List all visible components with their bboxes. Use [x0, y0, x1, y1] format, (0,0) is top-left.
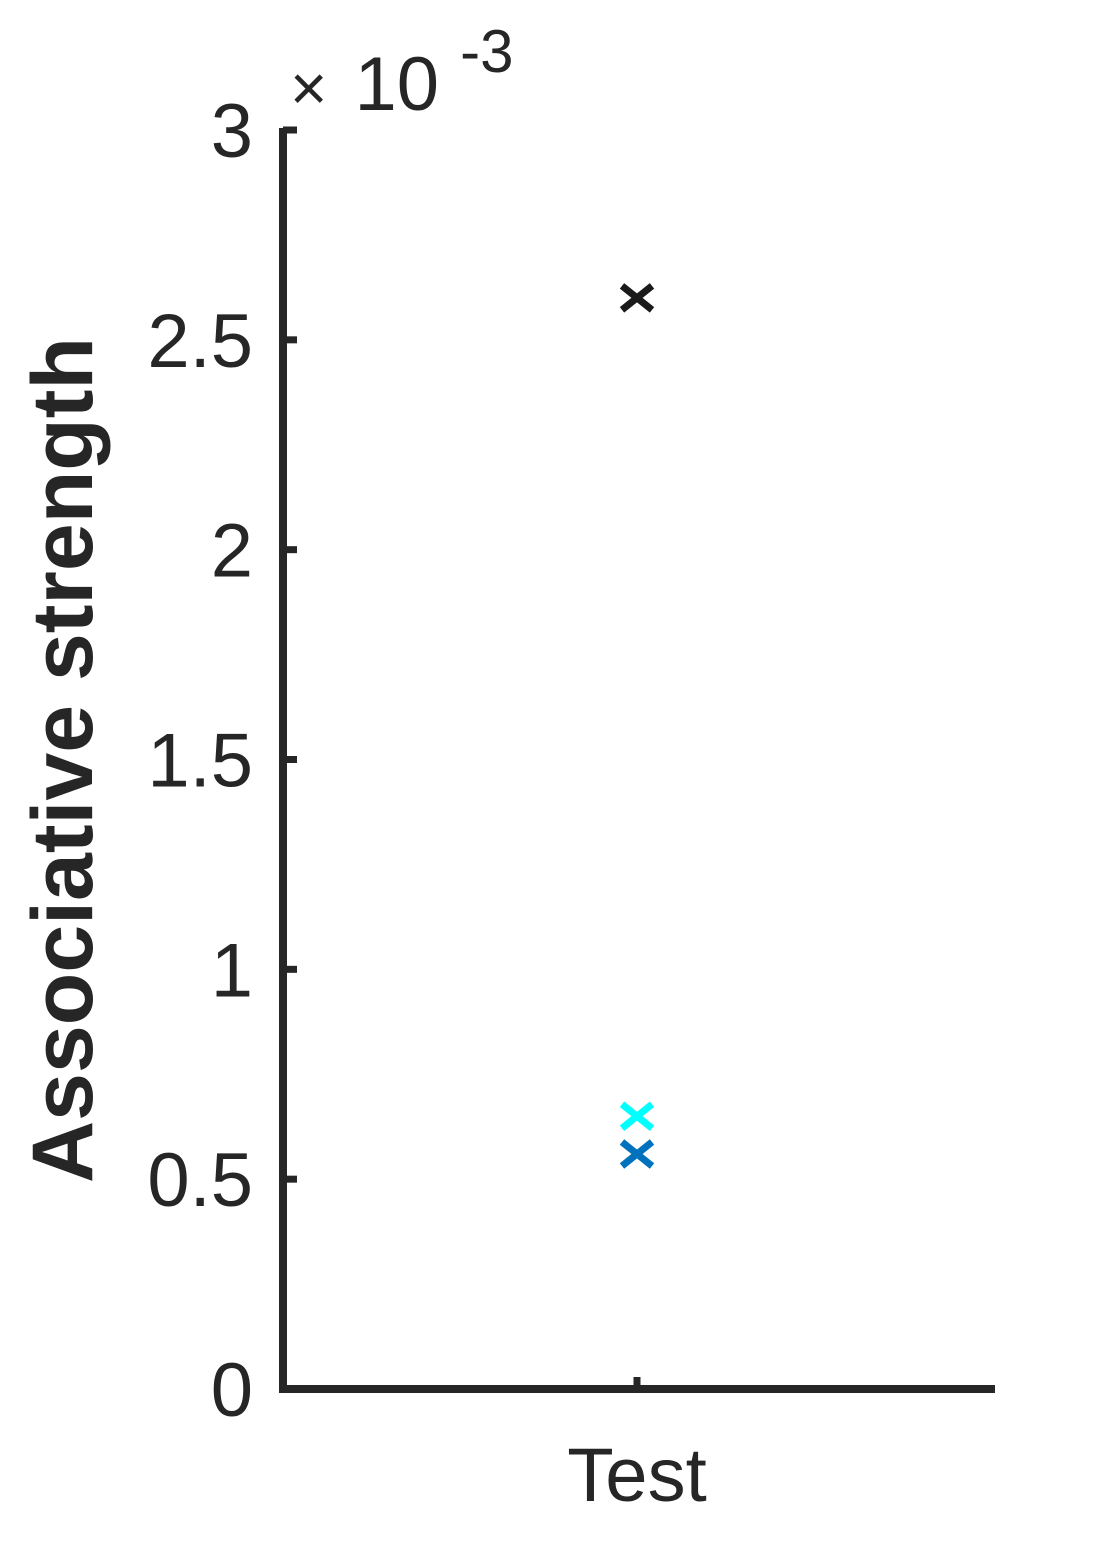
y-tick-label: 1.5	[147, 719, 253, 804]
data-point-x-marker	[619, 1101, 655, 1131]
y-tick-label: 1	[211, 928, 253, 1013]
y-axis-exponent-times: ×	[290, 52, 327, 124]
y-tick-label: 0.5	[147, 1138, 253, 1223]
y-axis-label: Associative strength	[15, 337, 111, 1183]
y-axis-exponent-power: -3	[460, 18, 513, 85]
x-axis-ticks: Test	[567, 1377, 707, 1518]
x-tick-label: Test	[567, 1433, 706, 1518]
data-point-x-marker	[619, 1139, 655, 1169]
data-points	[619, 283, 655, 1169]
y-tick-label: 2	[211, 509, 253, 594]
y-tick-label: 0	[211, 1348, 253, 1433]
y-axis-exponent-base: 10	[355, 42, 440, 127]
y-tick-label: 3	[211, 89, 253, 174]
data-point-x-marker	[619, 283, 655, 313]
y-axis-exponent: × 10 -3	[290, 18, 514, 127]
y-tick-label: 2.5	[147, 299, 253, 384]
y-axis-ticks: 0 0.5 1 1.5 2 2.5 3	[147, 89, 297, 1433]
